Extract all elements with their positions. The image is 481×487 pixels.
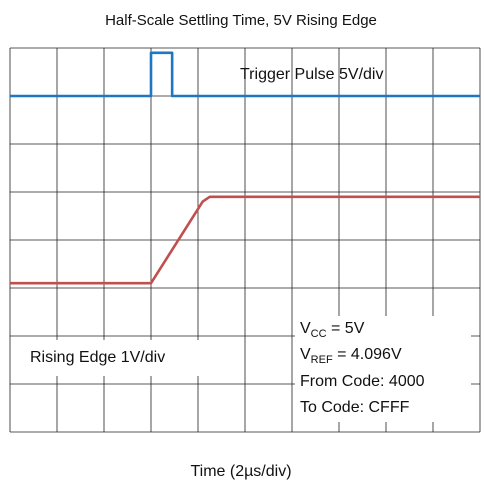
annotation-subscript: REF [311, 354, 333, 366]
x-axis-label: Time (2µs/div) [190, 463, 291, 480]
annotation: VCC = 5V [300, 320, 365, 340]
trace [10, 195, 480, 285]
annotation: From Code: 4000 [300, 373, 425, 390]
trace [10, 51, 480, 98]
annotation: To Code: CFFF [300, 399, 410, 416]
annotation-text: = 5V [327, 320, 365, 337]
annotation-subscript: CC [311, 328, 327, 340]
annotation-background [295, 316, 471, 422]
annotation-text: V [300, 346, 311, 363]
label-background [26, 340, 216, 376]
legend-label: Rising Edge 1V/div [30, 349, 165, 366]
annotation-text: V [300, 320, 311, 337]
chart-title: Half-Scale Settling Time, 5V Rising Edge [105, 12, 377, 29]
annotation-text: From Code: 4000 [300, 373, 425, 390]
annotation: VREF = 4.096V [300, 346, 402, 366]
annotation-text: To Code: CFFF [300, 399, 410, 416]
legend-label: Trigger Pulse 5V/div [240, 66, 383, 83]
annotation-text: = 4.096V [333, 346, 402, 363]
